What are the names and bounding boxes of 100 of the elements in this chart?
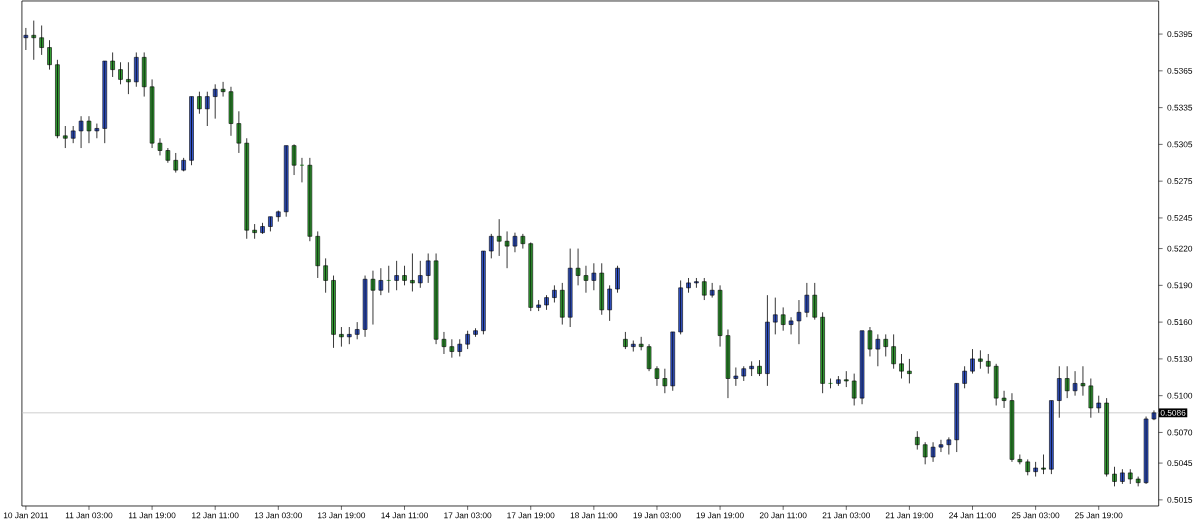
candlestick xyxy=(654,366,660,387)
candlestick xyxy=(126,62,131,95)
candlestick xyxy=(638,336,644,351)
candlestick xyxy=(347,326,352,345)
candlestick xyxy=(733,367,739,387)
y-tick-label: 0.5305 xyxy=(1167,141,1193,148)
candlestick xyxy=(512,232,518,253)
candlestick xyxy=(1112,466,1117,487)
candlestick xyxy=(86,115,92,144)
candlestick xyxy=(1017,454,1023,465)
y-tick-label: 0.5100 xyxy=(1167,392,1193,399)
candlestick xyxy=(118,62,123,85)
x-tick-label: 25 Jan 03:00 xyxy=(1011,512,1060,519)
x-tick-label: 24 Jan 11:00 xyxy=(949,512,996,519)
y-tick-label: 0.5015 xyxy=(1167,497,1193,503)
candlestick xyxy=(812,282,818,321)
candlestick xyxy=(875,334,881,367)
y-tick-label: 0.5190 xyxy=(1167,282,1193,289)
candlestick xyxy=(70,125,76,144)
x-tick-label: 20 Jan 11:00 xyxy=(759,512,807,519)
x-tick-label: 11 Jan 03:00 xyxy=(65,512,113,519)
candlestick xyxy=(149,79,155,149)
candlestick xyxy=(78,115,84,149)
candlestick xyxy=(780,307,786,332)
candlestick xyxy=(583,265,589,294)
candlestick xyxy=(39,25,44,56)
candlestick xyxy=(670,331,676,392)
candlestick xyxy=(260,222,265,235)
candlestick xyxy=(836,375,841,387)
y-tick-label: 0.5395 xyxy=(1167,31,1193,38)
candlestick xyxy=(205,91,210,127)
candlestick xyxy=(536,299,541,312)
x-tick-label: 17 Jan 03:00 xyxy=(444,512,492,519)
y-tick-label: 0.5045 xyxy=(1167,460,1193,467)
candlestick xyxy=(1128,468,1133,485)
candlestick xyxy=(63,125,68,149)
candlestick xyxy=(993,363,999,407)
candlestick xyxy=(694,277,699,289)
x-tick-label: 17 Jan 19:00 xyxy=(507,512,555,519)
candlestick xyxy=(228,86,234,137)
x-tick-label: 19 Jan 19:00 xyxy=(696,512,744,519)
candlestick xyxy=(891,334,896,370)
candlestick xyxy=(749,361,754,377)
candlestick xyxy=(339,326,344,348)
candlestick xyxy=(970,348,975,375)
candlestick xyxy=(1080,366,1086,397)
candlestick xyxy=(1064,366,1070,399)
candlestick xyxy=(646,343,652,372)
candlestick xyxy=(354,321,360,340)
y-tick-label: 0.5245 xyxy=(1167,215,1193,222)
candlestick xyxy=(978,350,983,370)
candlestick xyxy=(899,353,904,380)
candlestick xyxy=(788,316,794,335)
candlestick xyxy=(773,297,778,335)
candlestick xyxy=(489,233,494,259)
candlestick xyxy=(938,439,944,453)
candlestick xyxy=(560,282,565,326)
candlestick xyxy=(544,294,549,311)
candlestick xyxy=(181,157,186,172)
candlestick xyxy=(268,216,273,232)
candlestick xyxy=(47,39,52,71)
x-tick-label: 21 Jan 03:00 xyxy=(822,512,871,519)
x-tick-label: 25 Jan 19:00 xyxy=(1075,512,1123,519)
candlestick xyxy=(1104,397,1109,478)
x-tick-label: 10 Jan 2011 xyxy=(3,512,49,519)
candlestick xyxy=(1025,459,1031,476)
candlestick xyxy=(402,265,407,286)
x-tick-label: 19 Jan 03:00 xyxy=(633,512,681,519)
candlestick xyxy=(844,370,849,388)
x-tick-label: 11 Jan 19:00 xyxy=(128,512,176,519)
candlestick xyxy=(504,231,510,269)
candlestick xyxy=(986,353,991,375)
candlestick xyxy=(1135,476,1141,487)
candlestick xyxy=(94,123,100,139)
candlestick xyxy=(252,223,257,240)
candlestick xyxy=(410,253,415,293)
candlestick xyxy=(741,366,747,382)
candlestick xyxy=(867,326,873,358)
x-tick-label: 14 Jan 11:00 xyxy=(381,512,428,519)
candlestick xyxy=(1151,410,1157,421)
y-tick-label: 0.5335 xyxy=(1167,104,1193,111)
y-tick-label: 0.5070 xyxy=(1167,429,1193,436)
candlestick xyxy=(859,330,865,405)
candlestick xyxy=(922,442,928,465)
x-tick-label: 13 Jan 03:00 xyxy=(254,512,303,519)
candlestick xyxy=(418,260,423,289)
x-tick-label: 12 Jan 11:00 xyxy=(192,512,239,519)
candlestick xyxy=(481,250,486,335)
candlestick xyxy=(962,366,967,389)
candlestick xyxy=(197,91,202,115)
y-tick-label: 0.5365 xyxy=(1167,68,1193,74)
candlestick xyxy=(709,282,715,299)
candlestick xyxy=(765,294,770,387)
candlestick xyxy=(102,60,108,144)
y-tick-label: 0.5160 xyxy=(1167,319,1193,326)
candlestick xyxy=(134,52,139,88)
candlestick xyxy=(323,258,328,294)
y-tick-label: 0.5130 xyxy=(1167,356,1193,363)
candlestick xyxy=(796,299,802,345)
candlestick xyxy=(615,265,620,294)
